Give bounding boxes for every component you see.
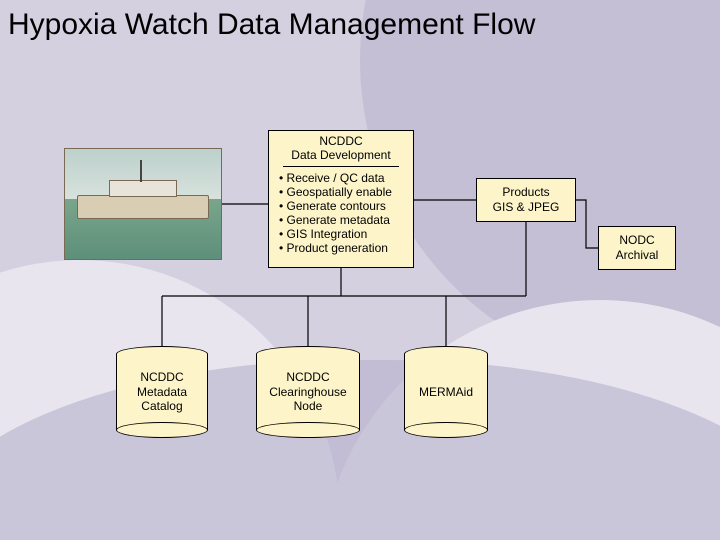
nodc-line2: Archival — [616, 248, 659, 263]
dev-bullet-1: • Geospatially enable — [279, 185, 407, 199]
dev-bullet-4: • GIS Integration — [279, 227, 407, 241]
ncddc-data-development-box: NCDDC Data Development • Receive / QC da… — [268, 130, 414, 268]
products-line1: Products — [502, 185, 549, 200]
dev-box-header: NCDDC Data Development — [269, 131, 413, 171]
products-line2: GIS & JPEG — [493, 200, 560, 215]
products-box: Products GIS & JPEG — [476, 178, 576, 222]
ncddc-metadata-catalog: NCDDCMetadataCatalog — [116, 346, 208, 438]
connector-layer — [0, 0, 720, 540]
bg-swoosh-4 — [0, 360, 720, 540]
page-title: Hypoxia Watch Data Management Flow — [8, 8, 535, 42]
dev-bullet-0: • Receive / QC data — [279, 171, 407, 185]
dev-bullet-3: • Generate metadata — [279, 213, 407, 227]
nodc-line1: NODC — [619, 233, 654, 248]
dev-title-line1: NCDDC — [269, 135, 413, 149]
ncddc-clearinghouse-node: NCDDCClearinghouseNode — [256, 346, 360, 438]
nodc-archival-box: NODC Archival — [598, 226, 676, 270]
research-vessel-photo — [64, 148, 222, 260]
mermaid: MERMAid — [404, 346, 488, 438]
dev-bullet-2: • Generate contours — [279, 199, 407, 213]
dev-bullet-5: • Product generation — [279, 241, 407, 255]
dev-bullet-list: • Receive / QC data• Geospatially enable… — [269, 171, 413, 261]
dev-title-line2: Data Development — [269, 149, 413, 163]
connector-products-right-nodc-left — [576, 200, 598, 248]
